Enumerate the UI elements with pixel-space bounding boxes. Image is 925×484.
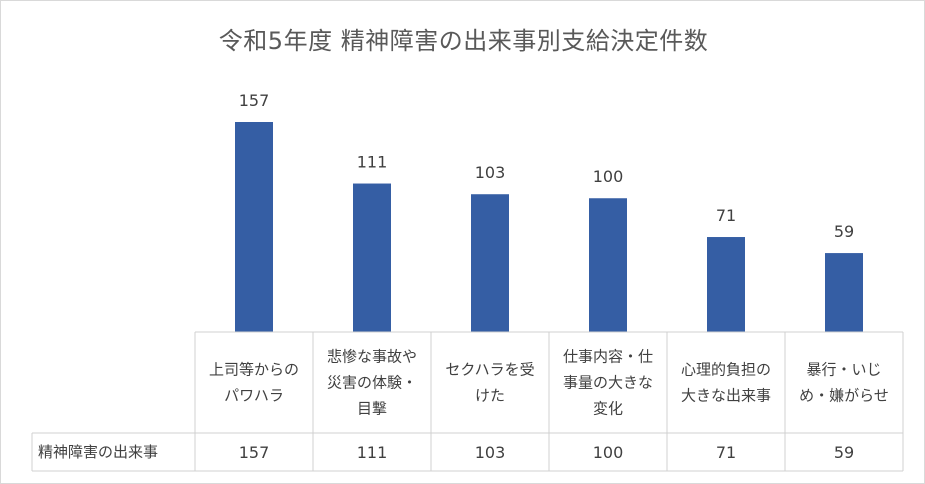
bar: [471, 194, 509, 332]
bar: [235, 122, 273, 332]
category-label: 悲惨な事故や災害の体験・目撃: [327, 348, 417, 418]
table-value: 157: [239, 443, 270, 462]
table-value: 59: [834, 443, 854, 462]
table-value: 71: [716, 443, 736, 462]
data-label: 103: [475, 163, 506, 182]
table-value: 103: [475, 443, 506, 462]
bar: [825, 253, 863, 332]
table-value: 111: [357, 443, 388, 462]
category-label: 仕事内容・仕事量の大きな変化: [563, 348, 653, 418]
chart-title: 令和5年度 精神障害の出来事別支給決定件数: [218, 27, 709, 55]
data-label: 59: [834, 222, 854, 241]
data-label: 157: [239, 91, 270, 110]
category-label: 心理的負担の大きな出来事: [681, 361, 771, 405]
category-label: セクハラを受けた: [445, 361, 534, 405]
data-label: 100: [593, 167, 624, 186]
data-label: 71: [716, 206, 736, 225]
category-label: 暴行・いじめ・嫌がらせ: [799, 361, 889, 405]
bar: [589, 198, 627, 332]
series-name-label: 精神障害の出来事: [38, 443, 158, 461]
bar: [353, 183, 391, 332]
category-label: 上司等からのパワハラ: [209, 361, 299, 405]
bar: [707, 237, 745, 332]
data-label: 111: [357, 153, 388, 172]
table-value: 100: [593, 443, 624, 462]
